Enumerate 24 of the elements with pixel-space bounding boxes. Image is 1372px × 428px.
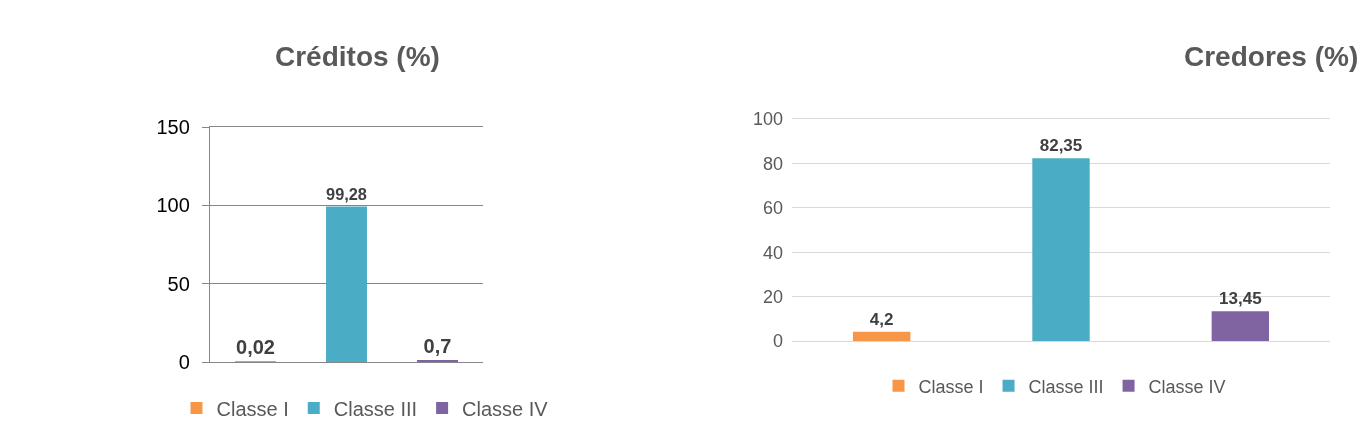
- y-tick-label: 80: [762, 153, 783, 174]
- data-label: 13,45: [1219, 289, 1262, 309]
- y-tick-label: 40: [762, 242, 783, 263]
- y-tick-label: 60: [762, 198, 783, 219]
- y-tick-label: 20: [762, 286, 783, 307]
- y-tick-label: 0: [178, 351, 190, 373]
- y-tick-label: 100: [752, 109, 783, 130]
- y-tick-label: 150: [156, 116, 190, 138]
- data-label: 4,2: [869, 309, 894, 329]
- legend-label: Classe III: [333, 397, 418, 420]
- chart-title: Credores (%): [1184, 41, 1359, 72]
- data-label: 82,35: [1039, 136, 1083, 156]
- data-label: 99,28: [326, 185, 367, 204]
- y-tick-label: 100: [156, 194, 190, 217]
- data-label: 0,7: [423, 335, 452, 357]
- data-label: 0,02: [236, 336, 275, 358]
- legend-label: Classe I: [216, 397, 289, 420]
- chart-title: Créditos (%): [275, 41, 440, 72]
- legend-label: Classe IV: [1148, 376, 1226, 397]
- y-tick-label: 50: [167, 272, 190, 295]
- legend-label: Classe III: [1028, 376, 1104, 397]
- legend-label: Classe I: [918, 376, 984, 397]
- legend-label: Classe IV: [462, 397, 549, 420]
- y-tick-label: 0: [772, 331, 783, 352]
